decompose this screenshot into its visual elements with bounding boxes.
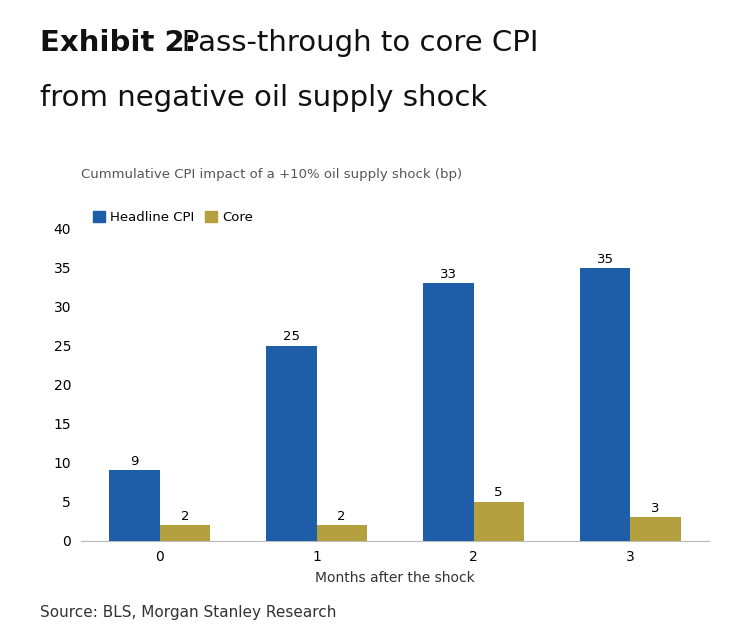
Text: 9: 9 <box>130 455 139 468</box>
Bar <box>110 471 159 541</box>
Bar <box>580 268 631 541</box>
Text: 2: 2 <box>337 509 346 523</box>
Text: Exhibit 2:: Exhibit 2: <box>40 29 197 57</box>
Text: 35: 35 <box>597 252 614 266</box>
Legend: Headline CPI, Core: Headline CPI, Core <box>87 206 258 230</box>
Text: from negative oil supply shock: from negative oil supply shock <box>40 84 488 112</box>
Bar <box>317 525 367 541</box>
Text: Cummulative CPI impact of a +10% oil supply shock (bp): Cummulative CPI impact of a +10% oil sup… <box>81 168 462 181</box>
Text: 33: 33 <box>440 268 457 281</box>
Bar <box>423 284 473 541</box>
Bar <box>473 502 524 541</box>
Text: Pass-through to core CPI: Pass-through to core CPI <box>154 29 539 57</box>
Text: 3: 3 <box>651 502 660 515</box>
Text: Source: BLS, Morgan Stanley Research: Source: BLS, Morgan Stanley Research <box>40 605 337 620</box>
Bar <box>266 346 317 541</box>
Text: 25: 25 <box>283 331 300 343</box>
Text: 5: 5 <box>495 487 503 499</box>
X-axis label: Months after the shock: Months after the shock <box>315 571 475 585</box>
Bar <box>631 517 681 541</box>
Text: 2: 2 <box>181 509 189 523</box>
Bar <box>159 525 210 541</box>
